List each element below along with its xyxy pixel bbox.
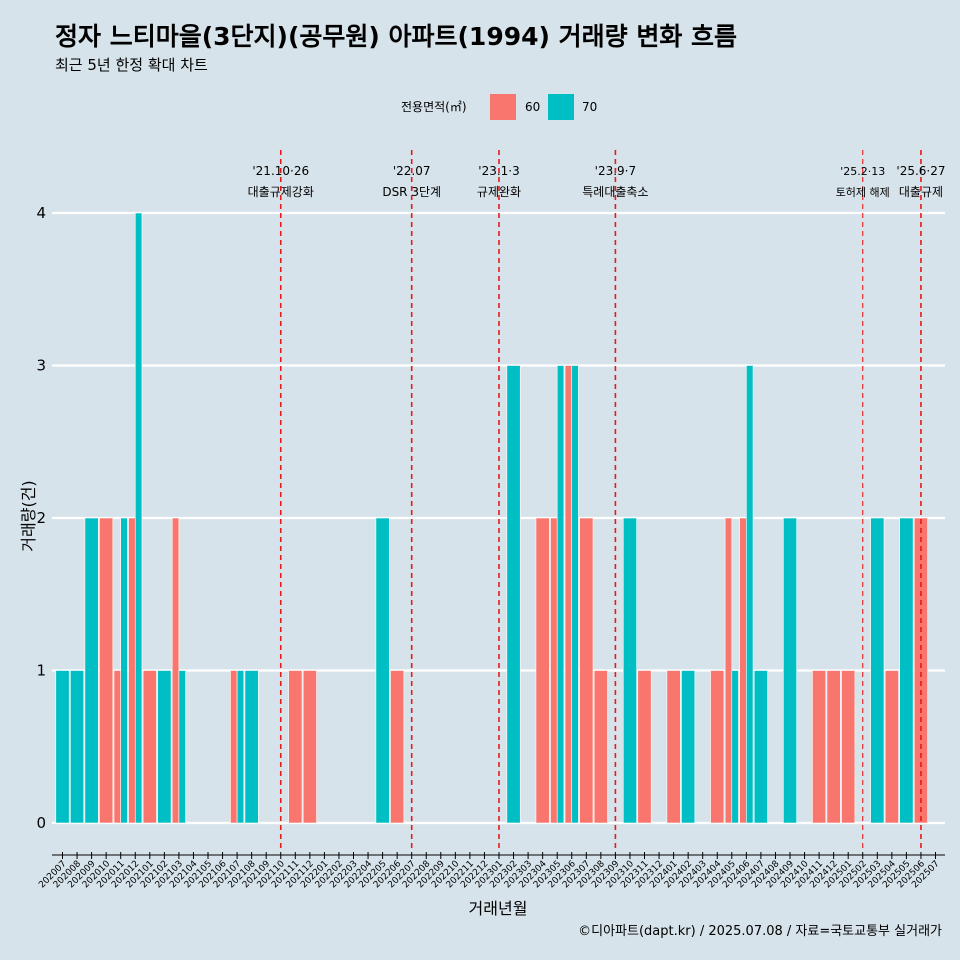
bar-60-202412 — [826, 670, 841, 824]
bar-70-202205 — [375, 517, 390, 824]
caption: ©디아파트(dapt.kr) / 2025.07.08 / 자료=국토교통부 실… — [578, 924, 942, 939]
y-axis-title: 거래량(건) — [19, 480, 38, 551]
bar-70-202402 — [681, 670, 696, 824]
y-axis: 0 1 2 3 4 — [36, 204, 46, 832]
event-date: '21.10·26 — [252, 164, 309, 178]
bar-60-202307 — [579, 517, 594, 824]
bar-60-202501 — [841, 670, 856, 824]
bar-60-202103 — [171, 517, 180, 824]
bar-60-202405 — [724, 517, 733, 824]
bar-70-202103 — [178, 670, 186, 824]
bar-70-202012 — [134, 212, 143, 824]
legend-swatch-70 — [548, 94, 574, 120]
bar-70-202305 — [556, 365, 565, 824]
bar-60-202011 — [113, 670, 122, 824]
event-name: 대출규제 — [899, 185, 943, 199]
bar-60-202107 — [230, 670, 238, 824]
bars — [55, 212, 928, 824]
bar-60-202304 — [535, 517, 550, 824]
bar-60-202206 — [390, 670, 405, 824]
bar-70-202407 — [753, 670, 768, 824]
bar-70-202503 — [870, 517, 885, 824]
chart-subtitle: 최근 5년 한정 확대 차트 — [55, 56, 208, 74]
bar-60-202406 — [739, 517, 747, 824]
event-date: '25.6·27 — [896, 164, 945, 178]
bar-60-202111 — [288, 670, 303, 824]
bar-60-202311 — [637, 670, 652, 824]
bar-70-202009 — [84, 517, 99, 824]
bar-70-202302 — [506, 365, 521, 824]
bar-60-202506 — [913, 517, 928, 824]
event-name: DSR 3단계 — [382, 185, 441, 199]
event-date: '22.07 — [393, 164, 431, 178]
x-axis-title: 거래년월 — [469, 899, 528, 918]
legend-label-60: 60 — [525, 100, 540, 114]
event-name: 토허제 해제 — [836, 185, 890, 199]
bar-60-202404 — [710, 670, 725, 824]
bar-70-202505 — [899, 517, 914, 824]
y-tick-label: 3 — [36, 357, 46, 375]
legend-title: 전용면적(㎡) — [401, 100, 467, 114]
y-tick-label: 0 — [36, 814, 46, 832]
chart-title: 정자 느티마을(3단지)(공무원) 아파트(1994) 거래량 변화 흐름 — [55, 22, 737, 51]
bar-70-202102 — [157, 670, 172, 824]
bar-60-202401 — [666, 670, 681, 824]
bar-70-202107 — [236, 670, 245, 824]
bar-60-202306 — [564, 365, 573, 824]
event-date: '23.1·3 — [478, 164, 519, 178]
bar-70-202108 — [244, 670, 259, 824]
bar-70-202011 — [120, 517, 128, 824]
event-date: '23.9·7 — [595, 164, 636, 178]
bar-60-202010 — [99, 517, 114, 824]
bar-70-202007 — [55, 670, 70, 824]
bar-60-202308 — [593, 670, 608, 824]
bar-70-202406 — [746, 365, 754, 824]
event-name: 규제완화 — [477, 185, 521, 199]
bar-60-202112 — [302, 670, 317, 824]
bar-60-202504 — [884, 670, 899, 824]
bar-60-202305 — [550, 517, 558, 824]
bar-70-202310 — [622, 517, 637, 824]
y-tick-label: 4 — [36, 204, 46, 222]
bar-70-202306 — [571, 365, 579, 824]
events: '21.10·26 대출규제강화 '22.07 DSR 3단계 '23.1·3 규제완화 '… — [248, 150, 946, 850]
bar-70-202405 — [731, 670, 739, 824]
event-name: 특례대출축소 — [582, 185, 648, 199]
y-tick-label: 1 — [36, 662, 46, 680]
bar-70-202409 — [783, 517, 797, 824]
y-tick-label: 2 — [36, 509, 46, 527]
bar-60-202101 — [142, 670, 157, 824]
legend-label-70: 70 — [582, 100, 597, 114]
event-name: 대출규제강화 — [248, 185, 314, 199]
event-date: '25.2·13 — [840, 165, 885, 178]
bar-60-202411 — [812, 670, 827, 824]
bar-70-202008 — [70, 670, 85, 824]
x-axis: 2020072020082020092020102020112020122021… — [37, 852, 945, 890]
bar-60-202012 — [128, 517, 136, 824]
legend: 전용면적(㎡) 60 70 — [401, 94, 597, 120]
legend-swatch-60 — [490, 94, 516, 120]
